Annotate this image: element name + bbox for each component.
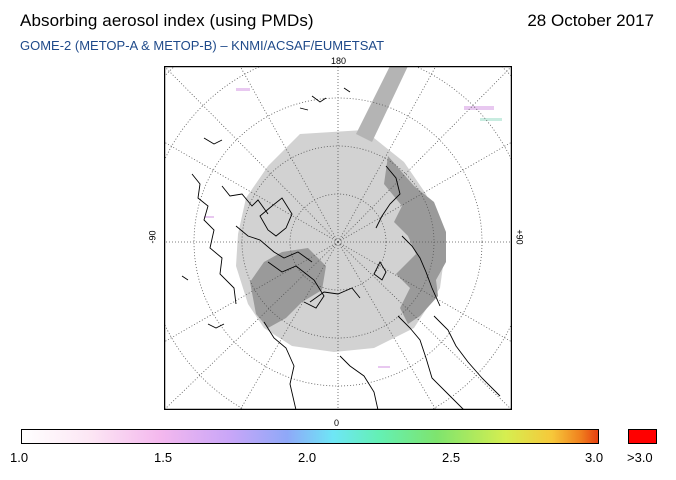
map-date: 28 October 2017 xyxy=(527,11,654,30)
colorbar-tick-1-0: 1.0 xyxy=(10,450,29,465)
colorbar xyxy=(21,429,599,444)
colorbar-tick-2-0: 2.0 xyxy=(298,450,317,465)
longitude-label-left: -90 xyxy=(147,230,158,244)
longitude-label-right: +90 xyxy=(514,229,525,245)
graticule xyxy=(164,66,512,410)
map-subtitle: GOME-2 (METOP-A & METOP-B) – KNMI/ACSAF/… xyxy=(20,38,385,53)
aerosol-traces xyxy=(204,88,502,368)
colorbar-tick-2-5: 2.5 xyxy=(442,450,461,465)
colorbar-tick-3-0: 3.0 xyxy=(585,450,604,465)
no-data-dark-region-east xyxy=(384,156,446,324)
map-frame xyxy=(164,66,512,410)
no-data-dark-region-west xyxy=(250,248,326,328)
longitude-label-top: 180 xyxy=(331,56,347,66)
colorbar-over-label: >3.0 xyxy=(627,450,653,465)
map-title: Absorbing aerosol index (using PMDs) xyxy=(20,11,314,30)
colorbar-over-box xyxy=(628,429,657,444)
coastlines xyxy=(181,87,501,410)
no-data-swath xyxy=(356,66,408,142)
longitude-label-bottom: 0 xyxy=(334,418,340,428)
polar-map xyxy=(164,66,512,410)
colorbar-tick-1-5: 1.5 xyxy=(154,450,173,465)
